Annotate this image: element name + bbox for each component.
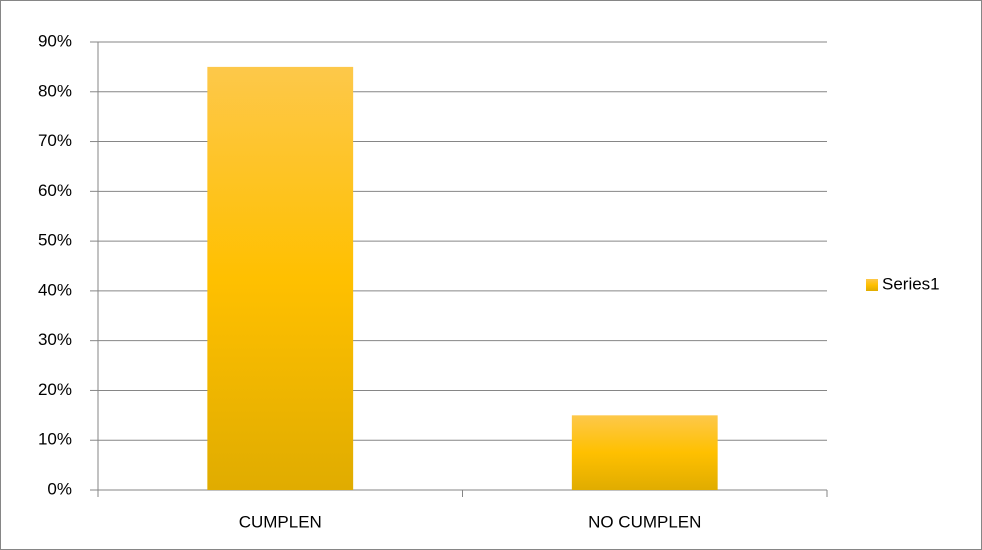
y-tick-label: 70% — [38, 131, 72, 150]
y-tick-label: 90% — [38, 31, 72, 50]
x-tick-label: NO CUMPLEN — [588, 512, 701, 531]
y-tick-label: 50% — [38, 231, 72, 250]
bar — [571, 415, 718, 490]
y-tick-label: 40% — [38, 280, 72, 299]
bar — [207, 66, 354, 490]
y-tick-label: 30% — [38, 330, 72, 349]
legend-label: Series1 — [882, 274, 940, 293]
legend-swatch — [866, 279, 878, 291]
y-tick-label: 80% — [38, 81, 72, 100]
x-tick-label: CUMPLEN — [239, 512, 322, 531]
y-tick-label: 60% — [38, 181, 72, 200]
y-tick-label: 10% — [38, 430, 72, 449]
y-tick-label: 20% — [38, 380, 72, 399]
y-tick-label: 0% — [47, 479, 72, 498]
